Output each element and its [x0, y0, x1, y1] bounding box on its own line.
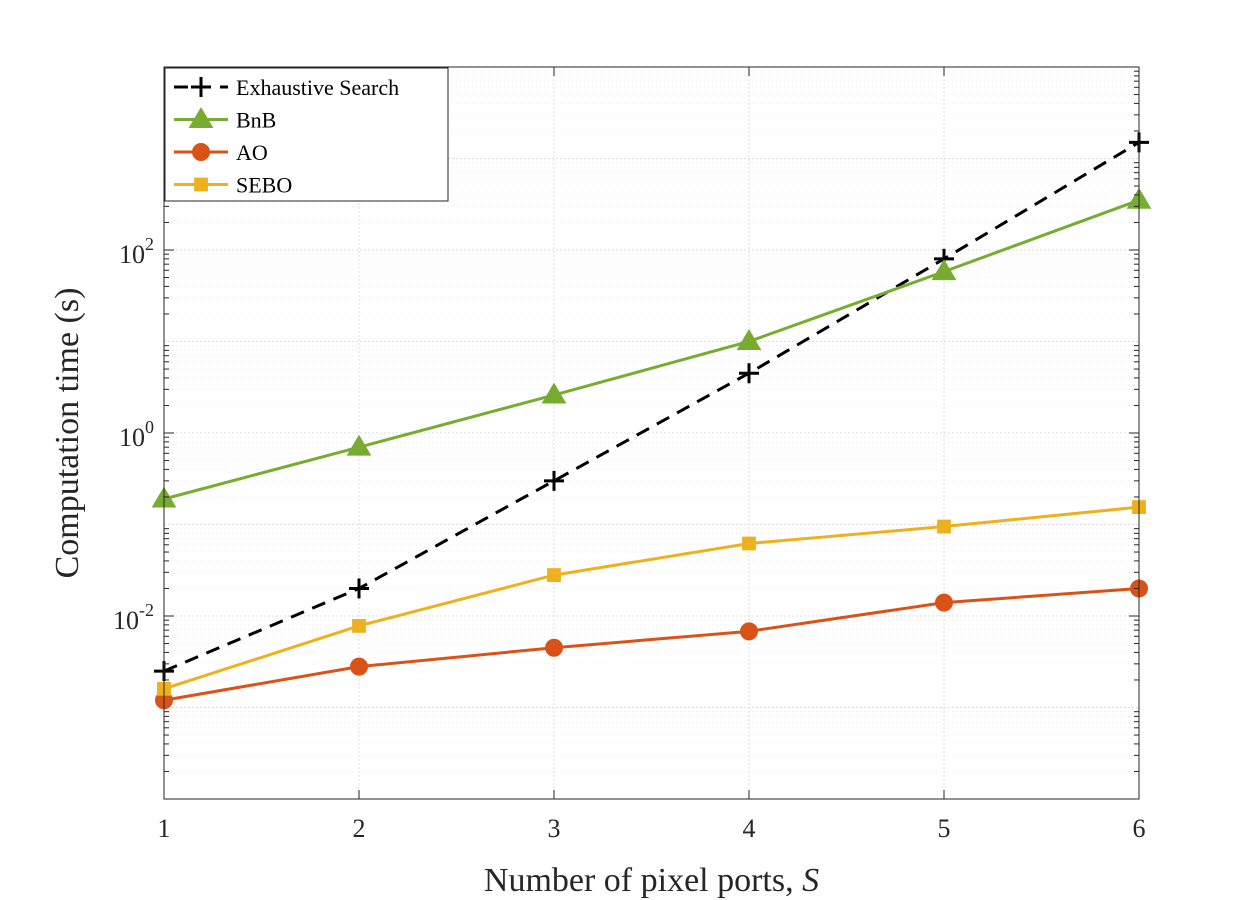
x-tick-label: 2 — [353, 814, 366, 843]
plus-marker — [544, 470, 564, 491]
x-tick-label: 5 — [938, 814, 951, 843]
x-tick-label: 6 — [1133, 814, 1146, 843]
series-line — [163, 505, 1140, 691]
legend-entry: Exhaustive Search — [174, 75, 399, 100]
triangle-marker — [931, 259, 957, 281]
triangle-marker — [736, 329, 762, 350]
legend-entry: AO — [174, 140, 268, 165]
x-tick-label: 3 — [548, 814, 561, 843]
y-tick-label: 10-2 — [113, 600, 154, 635]
circle-marker — [740, 622, 758, 641]
legend-label: BnB — [236, 108, 276, 133]
legend: Exhaustive Search BnB AO SEBO — [164, 67, 449, 202]
series-line — [163, 198, 1140, 501]
legend-label: Exhaustive Search — [236, 75, 399, 100]
triangle-marker — [346, 434, 372, 456]
x-axis-label-text: Number of pixel ports, — [484, 862, 802, 899]
y-axis-label: Computation time (s) — [49, 288, 86, 579]
grid-lines — [163, 67, 1140, 800]
circle-marker — [192, 143, 210, 161]
plus-marker — [739, 363, 759, 384]
y-tick-label: 102 — [119, 234, 154, 269]
axis-labels: Number of pixel ports, S Computation tim… — [49, 288, 819, 899]
x-tick-label: 4 — [743, 814, 756, 843]
legend-label: AO — [236, 140, 268, 165]
square-marker — [547, 568, 561, 582]
square-marker — [742, 536, 756, 551]
circle-marker — [935, 593, 953, 612]
square-marker — [352, 618, 366, 633]
y-tick-base: 10 — [119, 423, 145, 452]
y-tick-label: 100 — [119, 417, 154, 452]
x-axis-label: Number of pixel ports, S — [484, 862, 819, 899]
legend-box — [164, 67, 449, 202]
plus-marker — [349, 578, 369, 599]
y-tick-base: 10 — [113, 606, 139, 635]
y-tick-exponent: 0 — [145, 417, 154, 437]
triangle-marker — [541, 382, 567, 404]
legend-label: SEBO — [236, 173, 292, 198]
square-marker — [194, 177, 208, 192]
series-line — [163, 586, 1140, 702]
legend-entry: BnB — [174, 107, 276, 133]
circle-marker — [350, 657, 368, 676]
y-tick-exponent: 2 — [145, 234, 154, 254]
series-line — [163, 141, 1140, 673]
circle-marker — [545, 638, 563, 657]
plus-marker — [191, 77, 211, 97]
legend-entry: SEBO — [174, 173, 292, 198]
square-marker — [937, 519, 951, 534]
x-tick-label: 1 — [158, 814, 171, 843]
triangle-marker — [188, 107, 214, 128]
y-tick-exponent: -2 — [139, 600, 154, 620]
y-tick-base: 10 — [119, 240, 145, 269]
x-axis-label-variable: S — [802, 862, 819, 899]
